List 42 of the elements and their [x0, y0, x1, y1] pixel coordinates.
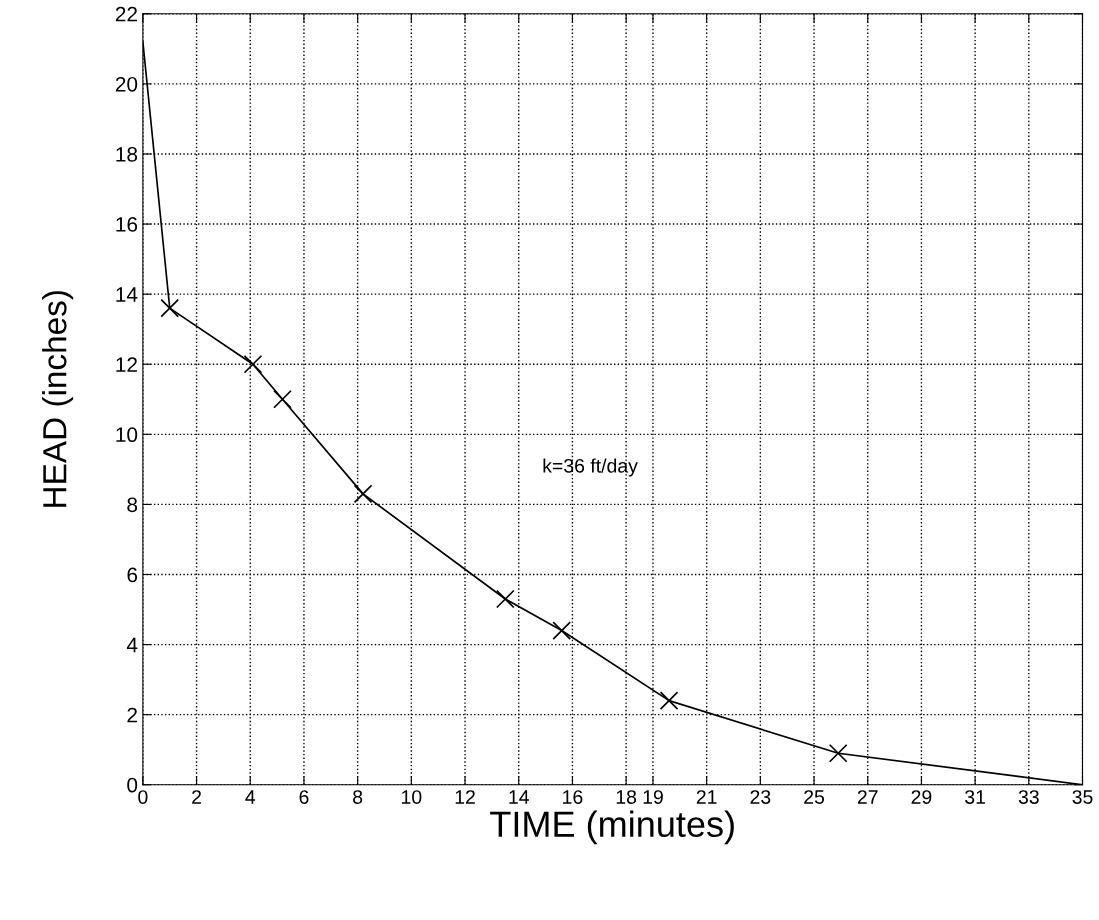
y-tick-label: 20 [115, 76, 138, 92]
x-tick-label: 19 [643, 790, 663, 804]
x-tick-label: 4 [245, 790, 256, 804]
annotation: k=36 ft/day [543, 458, 638, 477]
point [552, 621, 572, 640]
y-tick-label: 16 [116, 217, 138, 232]
point [828, 743, 848, 763]
x-tick-label: 27 [857, 790, 878, 804]
y-tick-label: 4 [126, 637, 138, 653]
y-tick-label: 22 [115, 6, 137, 22]
point [495, 589, 515, 609]
y-tick-label: 18 [116, 146, 138, 162]
y-tick-label: 6 [127, 567, 138, 583]
y-tick-label: 2 [127, 707, 137, 723]
x-tick-label: 14 [509, 790, 529, 804]
y-tick-label: 8 [127, 497, 138, 513]
x-tick-label: 18 [616, 790, 637, 804]
x-tick-label: 33 [1018, 790, 1039, 804]
point [353, 484, 373, 504]
x-axis-title: TIME (minutes) [490, 810, 734, 845]
x-tick-label: 12 [455, 790, 475, 804]
x-tick-label: 10 [402, 790, 422, 804]
x-tick-label: 21 [696, 790, 717, 804]
y-tick-label: 10 [116, 427, 138, 443]
x-tick-label: 6 [299, 790, 309, 804]
point [659, 691, 679, 710]
point [243, 354, 263, 374]
x-tick-label: 25 [804, 790, 825, 804]
y-axis-title: HEAD (inches) [42, 291, 74, 507]
y-tick-label: 12 [116, 357, 137, 372]
point [160, 298, 180, 318]
x-tick-label: 29 [911, 790, 932, 804]
x-tick-label: 31 [965, 790, 985, 804]
y-tick-label: 14 [116, 287, 138, 302]
y-tick-label: 0 [127, 777, 138, 793]
x-tick-label: 8 [353, 790, 363, 804]
x-tick-label: 2 [192, 790, 201, 804]
point [273, 389, 292, 409]
x-tick-label: 23 [750, 790, 771, 804]
x-tick-label: 16 [563, 790, 583, 804]
x-tick-label: 0 [138, 790, 148, 804]
x-tick-label: 35 [1072, 790, 1093, 804]
